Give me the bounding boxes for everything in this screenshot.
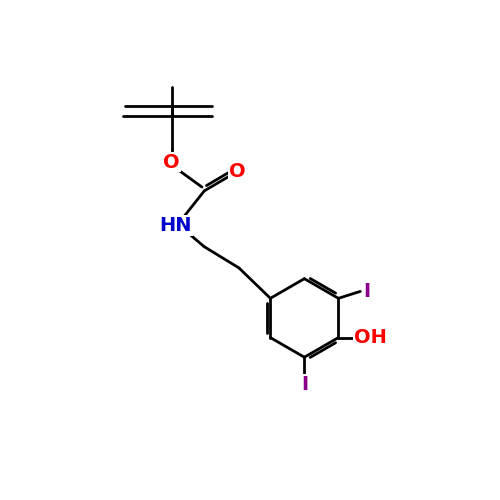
- Text: O: O: [163, 152, 180, 172]
- Text: O: O: [228, 162, 246, 181]
- Text: HN: HN: [159, 216, 192, 235]
- Text: OH: OH: [354, 328, 386, 347]
- Text: I: I: [364, 282, 371, 301]
- Text: I: I: [301, 376, 308, 394]
